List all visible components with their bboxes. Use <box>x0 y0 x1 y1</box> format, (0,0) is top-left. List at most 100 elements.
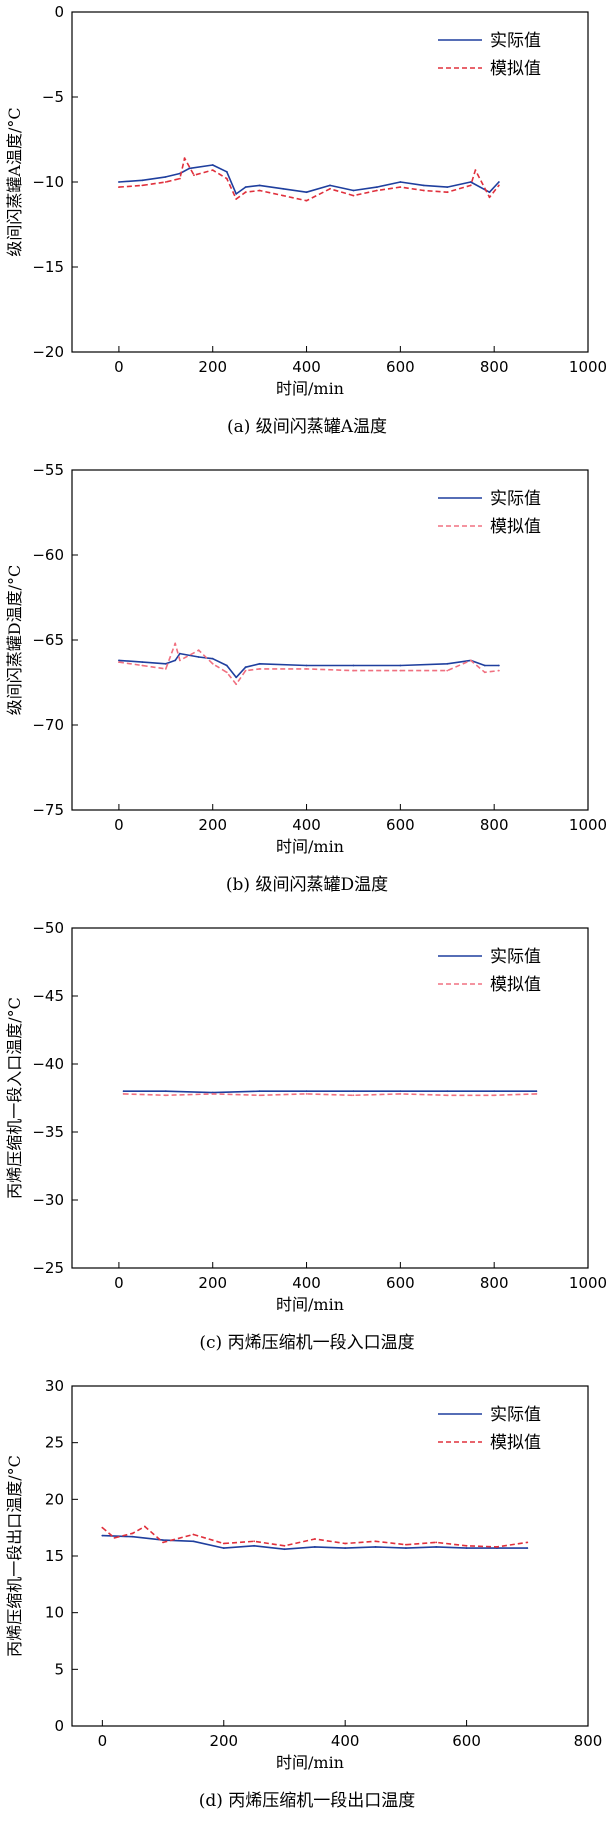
data-point-actual <box>164 662 167 665</box>
data-point-simulated <box>178 659 181 662</box>
x-tick-label: 0 <box>114 1274 124 1292</box>
data-point-actual <box>352 1090 355 1093</box>
x-tick-label: 400 <box>292 358 321 376</box>
data-point-simulated <box>435 1541 438 1544</box>
x-tick-label: 800 <box>574 1732 603 1750</box>
data-point-simulated <box>211 1093 214 1095</box>
data-point-simulated <box>526 1541 529 1544</box>
data-point-actual <box>258 184 261 187</box>
data-point-actual <box>313 1546 316 1548</box>
x-tick-label: 400 <box>331 1732 360 1750</box>
data-point-actual <box>211 1091 214 1094</box>
chart-svg-a: 0 200 400 600 800 1000 0 −5 −10 −15 −20 时间/min 级间闪蒸罐… <box>5 3 607 398</box>
data-point-actual <box>101 1534 104 1537</box>
data-point-actual <box>469 181 472 183</box>
y-tick-label: −30 <box>32 1191 64 1209</box>
x-axis-label: 时间/min <box>276 1753 344 1772</box>
data-point-actual <box>244 186 247 189</box>
data-point-simulated <box>469 184 472 187</box>
data-point-simulated <box>222 1542 225 1545</box>
data-point-actual <box>483 664 486 667</box>
y-tick-label: −55 <box>32 461 64 479</box>
caption-b: (b) 级间闪蒸罐D温度 <box>225 875 389 895</box>
data-point-simulated <box>225 177 228 180</box>
y-tick-label: −35 <box>32 1123 64 1141</box>
y-tick-label: 0 <box>54 1717 64 1735</box>
data-point-simulated <box>178 177 181 180</box>
chart-svg-c: 0 200 400 600 800 1000 −50 −45 −40 −35 −30 −25 时间/mi… <box>5 919 607 1314</box>
y-tick-label: −65 <box>32 631 64 649</box>
data-point-simulated <box>404 1543 407 1546</box>
data-point-actual <box>141 661 144 663</box>
chart-panel-d: 0 200 400 600 800 0 5 10 15 20 25 30 时间/min 丙烯压缩机一段出口… <box>0 1374 614 1832</box>
data-point-simulated <box>192 1533 195 1536</box>
data-point-simulated <box>469 659 472 662</box>
data-point-actual <box>225 170 228 173</box>
data-point-simulated <box>283 1544 286 1547</box>
series-line-actual <box>123 1090 537 1094</box>
data-point-simulated <box>344 1542 347 1545</box>
y-tick-label: −75 <box>32 801 64 819</box>
y-axis-label: 级间闪蒸罐A温度/°C <box>5 107 24 256</box>
x-tick-label: 1000 <box>569 1274 607 1292</box>
data-point-simulated <box>225 671 228 674</box>
data-point-simulated <box>118 661 120 663</box>
legend-label-actual: 实际值 <box>490 947 541 967</box>
legend-label-actual: 实际值 <box>490 489 541 509</box>
data-point-simulated <box>164 1094 167 1097</box>
data-point-actual <box>435 1546 438 1548</box>
data-point-actual <box>493 1090 496 1093</box>
data-point-simulated <box>305 1093 308 1095</box>
data-point-actual <box>535 1090 538 1093</box>
data-point-actual <box>305 664 308 667</box>
data-point-simulated <box>305 668 308 670</box>
data-point-actual <box>446 186 449 189</box>
data-point-simulated <box>235 198 238 200</box>
data-point-simulated <box>211 662 214 665</box>
data-point-actual <box>465 1547 468 1549</box>
data-point-simulated <box>352 194 355 197</box>
data-point-simulated <box>118 186 120 189</box>
data-point-actual <box>404 1547 407 1549</box>
legend-label-simulated: 模拟值 <box>490 1433 541 1453</box>
chart-panel-a: 0 200 400 600 800 1000 0 −5 −10 −15 −20 时间/min 级间闪蒸罐… <box>0 0 614 458</box>
data-point-actual <box>235 193 238 195</box>
data-point-actual <box>399 181 402 183</box>
data-point-simulated <box>122 1093 125 1095</box>
chart-svg-b: 0 200 400 600 800 1000 −55 −60 −65 −70 −75 时间/min 级间… <box>5 461 607 856</box>
series-line-simulated <box>101 1525 528 1548</box>
data-point-actual <box>526 1547 529 1549</box>
data-point-actual <box>118 181 120 183</box>
data-point-actual <box>118 659 120 662</box>
data-point-simulated <box>131 1532 134 1535</box>
data-point-simulated <box>376 189 378 192</box>
data-point-simulated <box>446 191 449 194</box>
y-tick-label: −50 <box>32 919 64 937</box>
data-point-simulated <box>446 1094 449 1097</box>
data-point-actual <box>305 191 308 194</box>
data-point-actual <box>374 1546 377 1548</box>
chart-panel-c: 0 200 400 600 800 1000 −50 −45 −40 −35 −30 −25 时间/mi… <box>0 916 614 1374</box>
x-tick-label: 0 <box>98 1732 108 1750</box>
x-tick-label: 400 <box>292 1274 321 1292</box>
data-point-actual <box>282 187 284 190</box>
data-point-actual <box>258 662 261 665</box>
legend-label-actual: 实际值 <box>490 1405 541 1425</box>
x-axis-label: 时间/min <box>276 837 344 856</box>
data-point-simulated <box>197 649 200 652</box>
data-point-simulated <box>399 669 402 672</box>
data-point-actual <box>376 186 378 189</box>
legend-label-simulated: 模拟值 <box>490 975 541 995</box>
data-point-actual <box>211 164 214 166</box>
data-point-simulated <box>162 1541 164 1544</box>
caption-a: (a) 级间闪蒸罐A温度 <box>226 417 388 437</box>
x-tick-label: 600 <box>452 1732 481 1750</box>
data-point-actual <box>225 664 228 667</box>
y-tick-label: 0 <box>54 3 64 21</box>
legend-label-simulated: 模拟值 <box>490 517 541 537</box>
x-tick-label: 200 <box>198 358 227 376</box>
data-point-simulated <box>211 169 214 172</box>
y-tick-label: 5 <box>54 1660 64 1678</box>
data-point-actual <box>344 1547 347 1549</box>
y-axis-label: 丙烯压缩机一段入口温度/°C <box>5 997 24 1199</box>
